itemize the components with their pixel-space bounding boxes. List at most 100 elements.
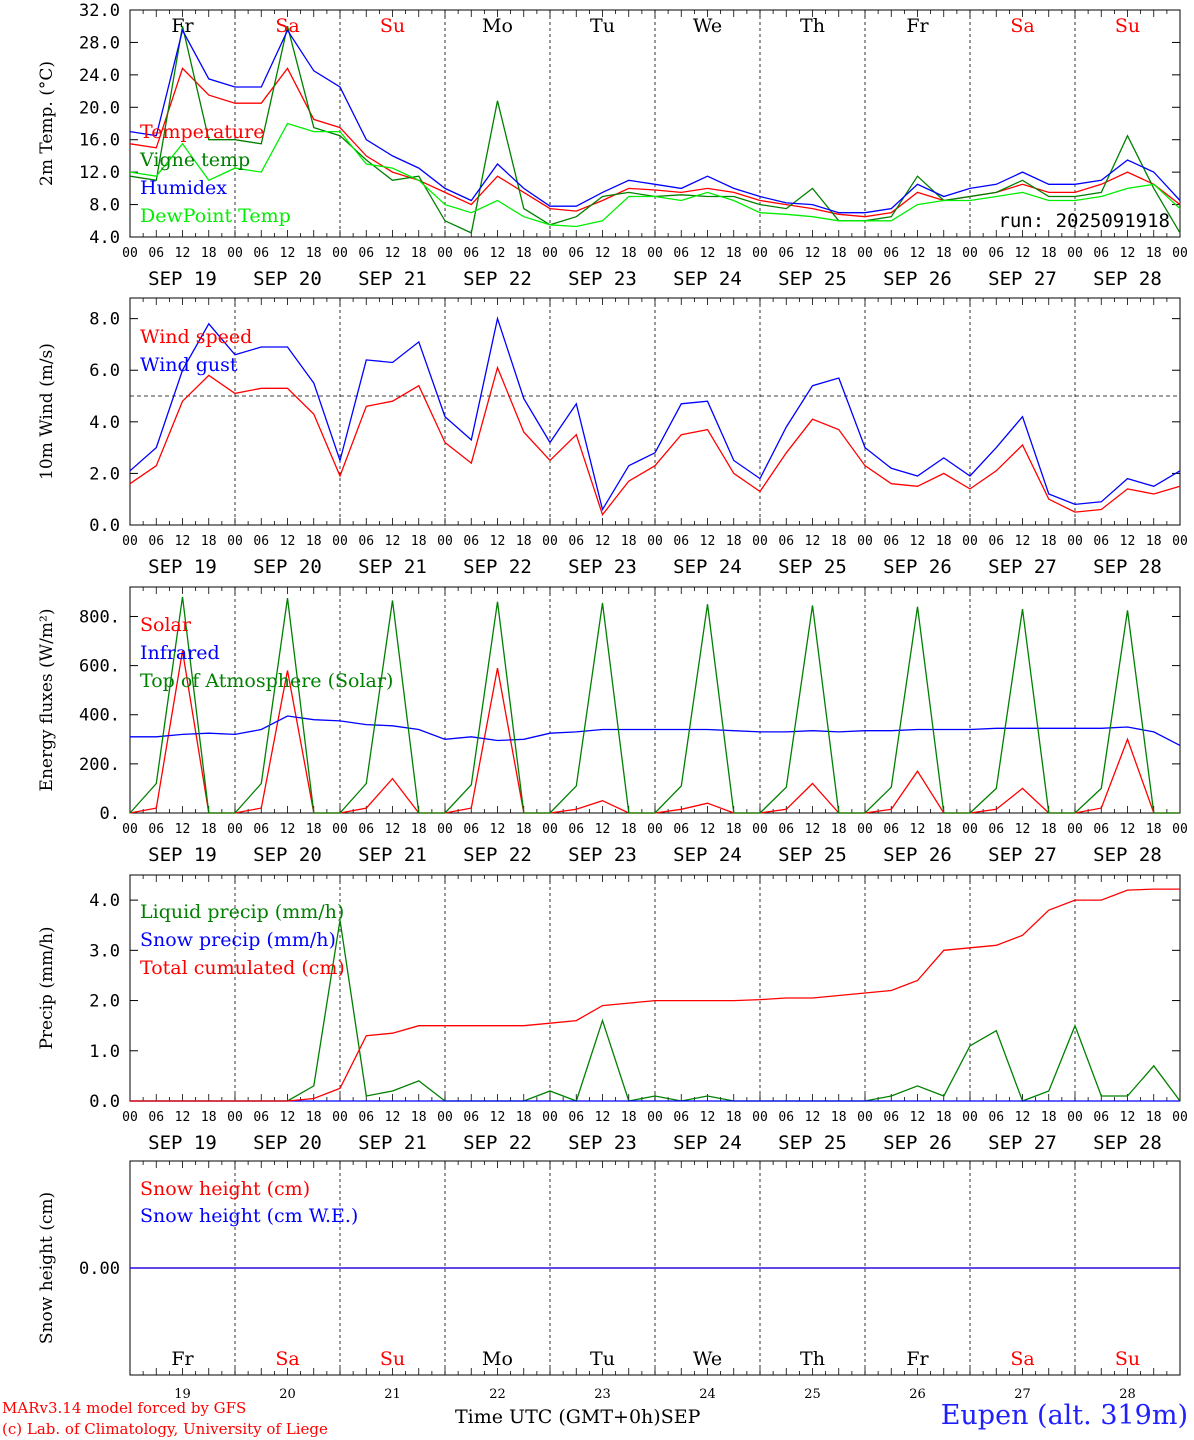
hour-label: 00 xyxy=(1067,246,1083,261)
day-of-week-label: Tu xyxy=(590,1348,615,1370)
date-label: SEP 25 xyxy=(778,1132,847,1154)
hour-label: 00 xyxy=(647,534,663,549)
hour-label: 12 xyxy=(280,246,296,261)
hour-label: 00 xyxy=(752,822,768,837)
hour-label: 12 xyxy=(910,822,926,837)
date-label: SEP 28 xyxy=(1093,556,1162,578)
legend-entry: Temperature xyxy=(140,121,264,143)
day-of-week-label: Th xyxy=(800,1348,825,1370)
hour-label: 06 xyxy=(883,1110,899,1125)
hour-label: 12 xyxy=(385,822,401,837)
y-tick-label: 8.0 xyxy=(89,310,120,330)
hour-label: 18 xyxy=(516,534,532,549)
date-label: SEP 23 xyxy=(568,556,637,578)
hour-label: 12 xyxy=(280,534,296,549)
hour-label: 06 xyxy=(568,534,584,549)
hour-label: 18 xyxy=(831,246,847,261)
hour-label: 12 xyxy=(805,534,821,549)
hour-label: 18 xyxy=(621,1110,637,1125)
date-label: SEP 26 xyxy=(883,1132,952,1154)
day-of-week-label: Sa xyxy=(1010,1348,1034,1370)
y-tick-label: 400. xyxy=(79,706,120,726)
hour-label: 06 xyxy=(358,822,374,837)
series-line-vigne-temp xyxy=(129,26,1181,234)
hour-label: 00 xyxy=(227,1110,243,1125)
hour-label: 18 xyxy=(726,534,742,549)
hour-label: 12 xyxy=(1015,534,1031,549)
day-number-label: 25 xyxy=(804,1387,821,1402)
day-of-week-label: Fr xyxy=(906,1348,929,1370)
date-label: SEP 28 xyxy=(1093,844,1162,866)
time-axis-label: Time UTC (GMT+0h)SEP xyxy=(455,1406,701,1428)
hour-label: 06 xyxy=(148,534,164,549)
date-label: SEP 28 xyxy=(1093,1132,1162,1154)
legend-entry: Humidex xyxy=(140,177,227,199)
hour-label: 00 xyxy=(962,822,978,837)
y-tick-label: 12.0 xyxy=(79,163,120,183)
hour-label: 18 xyxy=(201,246,217,261)
date-label: SEP 22 xyxy=(463,1132,532,1154)
hour-label: 06 xyxy=(1093,822,1109,837)
y-tick-label: 1.0 xyxy=(89,1042,120,1062)
hour-label: 12 xyxy=(910,1110,926,1125)
hour-label: 06 xyxy=(148,822,164,837)
hour-label: 18 xyxy=(306,1110,322,1125)
hour-label: 18 xyxy=(726,246,742,261)
hour-label: 06 xyxy=(463,534,479,549)
hour-label: 18 xyxy=(831,534,847,549)
y-axis-label: Snow height (cm) xyxy=(37,1192,57,1344)
day-number-label: 27 xyxy=(1014,1387,1031,1402)
hour-label: 00 xyxy=(1067,534,1083,549)
hour-label: 00 xyxy=(857,822,873,837)
hour-label: 12 xyxy=(910,534,926,549)
day-number-label: 28 xyxy=(1119,1387,1136,1402)
date-label: SEP 25 xyxy=(778,844,847,866)
hour-label: 12 xyxy=(175,534,191,549)
legend-entry: DewPoint Temp xyxy=(140,205,291,227)
hour-label: 18 xyxy=(936,1110,952,1125)
date-label: SEP 24 xyxy=(673,1132,742,1154)
legend-entry: Wind gust xyxy=(140,354,238,376)
hour-label: 18 xyxy=(201,534,217,549)
hour-label: 12 xyxy=(1120,534,1136,549)
hour-label: 00 xyxy=(542,1110,558,1125)
hour-label: 06 xyxy=(673,246,689,261)
hour-label: 00 xyxy=(752,534,768,549)
hour-label: 00 xyxy=(227,534,243,549)
hour-label: 00 xyxy=(962,1110,978,1125)
station-name: Eupen (alt. 319m) xyxy=(940,1400,1188,1431)
hour-label: 18 xyxy=(726,1110,742,1125)
y-tick-label: 32.0 xyxy=(79,1,120,21)
hour-label: 12 xyxy=(385,534,401,549)
series-line-humidex xyxy=(129,28,1181,214)
y-tick-label: 20.0 xyxy=(79,98,120,118)
day-of-week-label: Fr xyxy=(171,1348,194,1370)
hour-label: 00 xyxy=(1172,246,1188,261)
hour-label: 06 xyxy=(253,822,269,837)
hour-label: 06 xyxy=(148,246,164,261)
hour-label: 18 xyxy=(411,534,427,549)
hour-label: 06 xyxy=(988,1110,1004,1125)
hour-label: 18 xyxy=(1041,1110,1057,1125)
hour-label: 00 xyxy=(542,534,558,549)
date-label: SEP 22 xyxy=(463,268,532,290)
run-label: run: 2025091918 xyxy=(998,210,1170,232)
legend-entry: Liquid precip (mm/h) xyxy=(140,901,344,923)
hour-label: 06 xyxy=(358,1110,374,1125)
hour-label: 18 xyxy=(1041,246,1057,261)
hour-label: 00 xyxy=(437,1110,453,1125)
date-label: SEP 19 xyxy=(148,268,217,290)
day-number-label: 23 xyxy=(594,1387,611,1402)
legend-entry: Snow height (cm) xyxy=(140,1178,310,1200)
hour-label: 12 xyxy=(595,1110,611,1125)
hour-label: 12 xyxy=(1120,246,1136,261)
legend-entry: Solar xyxy=(140,614,192,636)
hour-label: 00 xyxy=(857,1110,873,1125)
hour-label: 06 xyxy=(358,246,374,261)
date-label: SEP 19 xyxy=(148,1132,217,1154)
hour-label: 00 xyxy=(332,822,348,837)
date-label: SEP 21 xyxy=(358,268,427,290)
hour-label: 06 xyxy=(463,822,479,837)
legend-entry: Top of Atmosphere (Solar) xyxy=(140,670,393,692)
